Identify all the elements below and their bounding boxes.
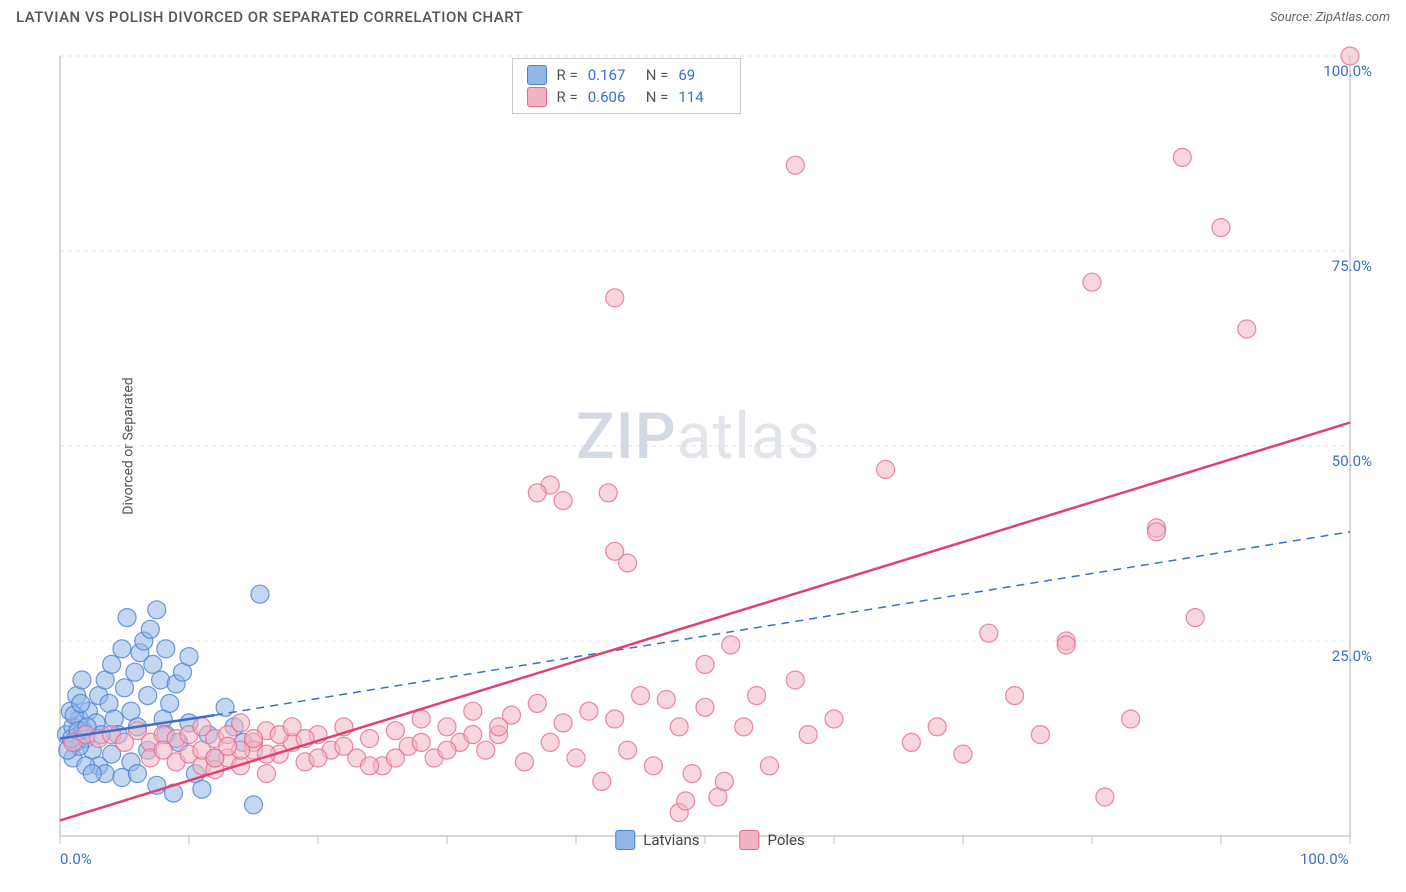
source-prefix: Source: bbox=[1270, 10, 1315, 25]
stats-legend-row: R = 0.167 N = 69 bbox=[527, 65, 727, 85]
legend-swatch-icon bbox=[527, 87, 547, 107]
poles-swatch-icon bbox=[739, 830, 759, 850]
y-tick-label: 75.0% bbox=[1332, 257, 1372, 275]
latvians-swatch-icon bbox=[615, 830, 635, 850]
legend-label-latvians: Latvians bbox=[643, 831, 699, 849]
chart-header: LATVIAN VS POLISH DIVORCED OR SEPARATED … bbox=[0, 0, 1406, 30]
n-value: 69 bbox=[678, 66, 726, 84]
series-legend: Latvians Poles bbox=[615, 830, 805, 850]
legend-label-poles: Poles bbox=[767, 831, 804, 849]
y-tick-label: 100.0% bbox=[1323, 62, 1372, 80]
stats-legend: R = 0.167 N = 69 R = 0.606 N = 114 bbox=[512, 58, 742, 114]
r-label: R = bbox=[557, 66, 578, 84]
x-tick-label: 100.0% bbox=[1300, 850, 1349, 868]
chart-title: LATVIAN VS POLISH DIVORCED OR SEPARATED … bbox=[16, 8, 523, 26]
scatter-plot-svg bbox=[50, 46, 1370, 856]
y-tick-label: 50.0% bbox=[1332, 452, 1372, 470]
x-tick-label: 0.0% bbox=[60, 850, 92, 868]
legend-item-poles: Poles bbox=[739, 830, 804, 850]
legend-item-latvians: Latvians bbox=[615, 830, 699, 850]
n-label: N = bbox=[646, 66, 669, 84]
source-name: ZipAtlas.com bbox=[1315, 10, 1390, 25]
r-label: R = bbox=[557, 88, 578, 106]
source-credit: Source: ZipAtlas.com bbox=[1270, 10, 1390, 25]
n-label: N = bbox=[646, 88, 669, 106]
n-value: 114 bbox=[678, 88, 726, 106]
chart-area: Divorced or Separated ZIPatlas R =0.167N… bbox=[50, 46, 1370, 846]
legend-swatch-icon bbox=[527, 65, 547, 85]
y-tick-label: 25.0% bbox=[1332, 647, 1372, 665]
stats-legend-row: R = 0.606 N = 114 bbox=[527, 87, 727, 107]
r-value: 0.606 bbox=[588, 88, 636, 106]
r-value: 0.167 bbox=[588, 66, 636, 84]
